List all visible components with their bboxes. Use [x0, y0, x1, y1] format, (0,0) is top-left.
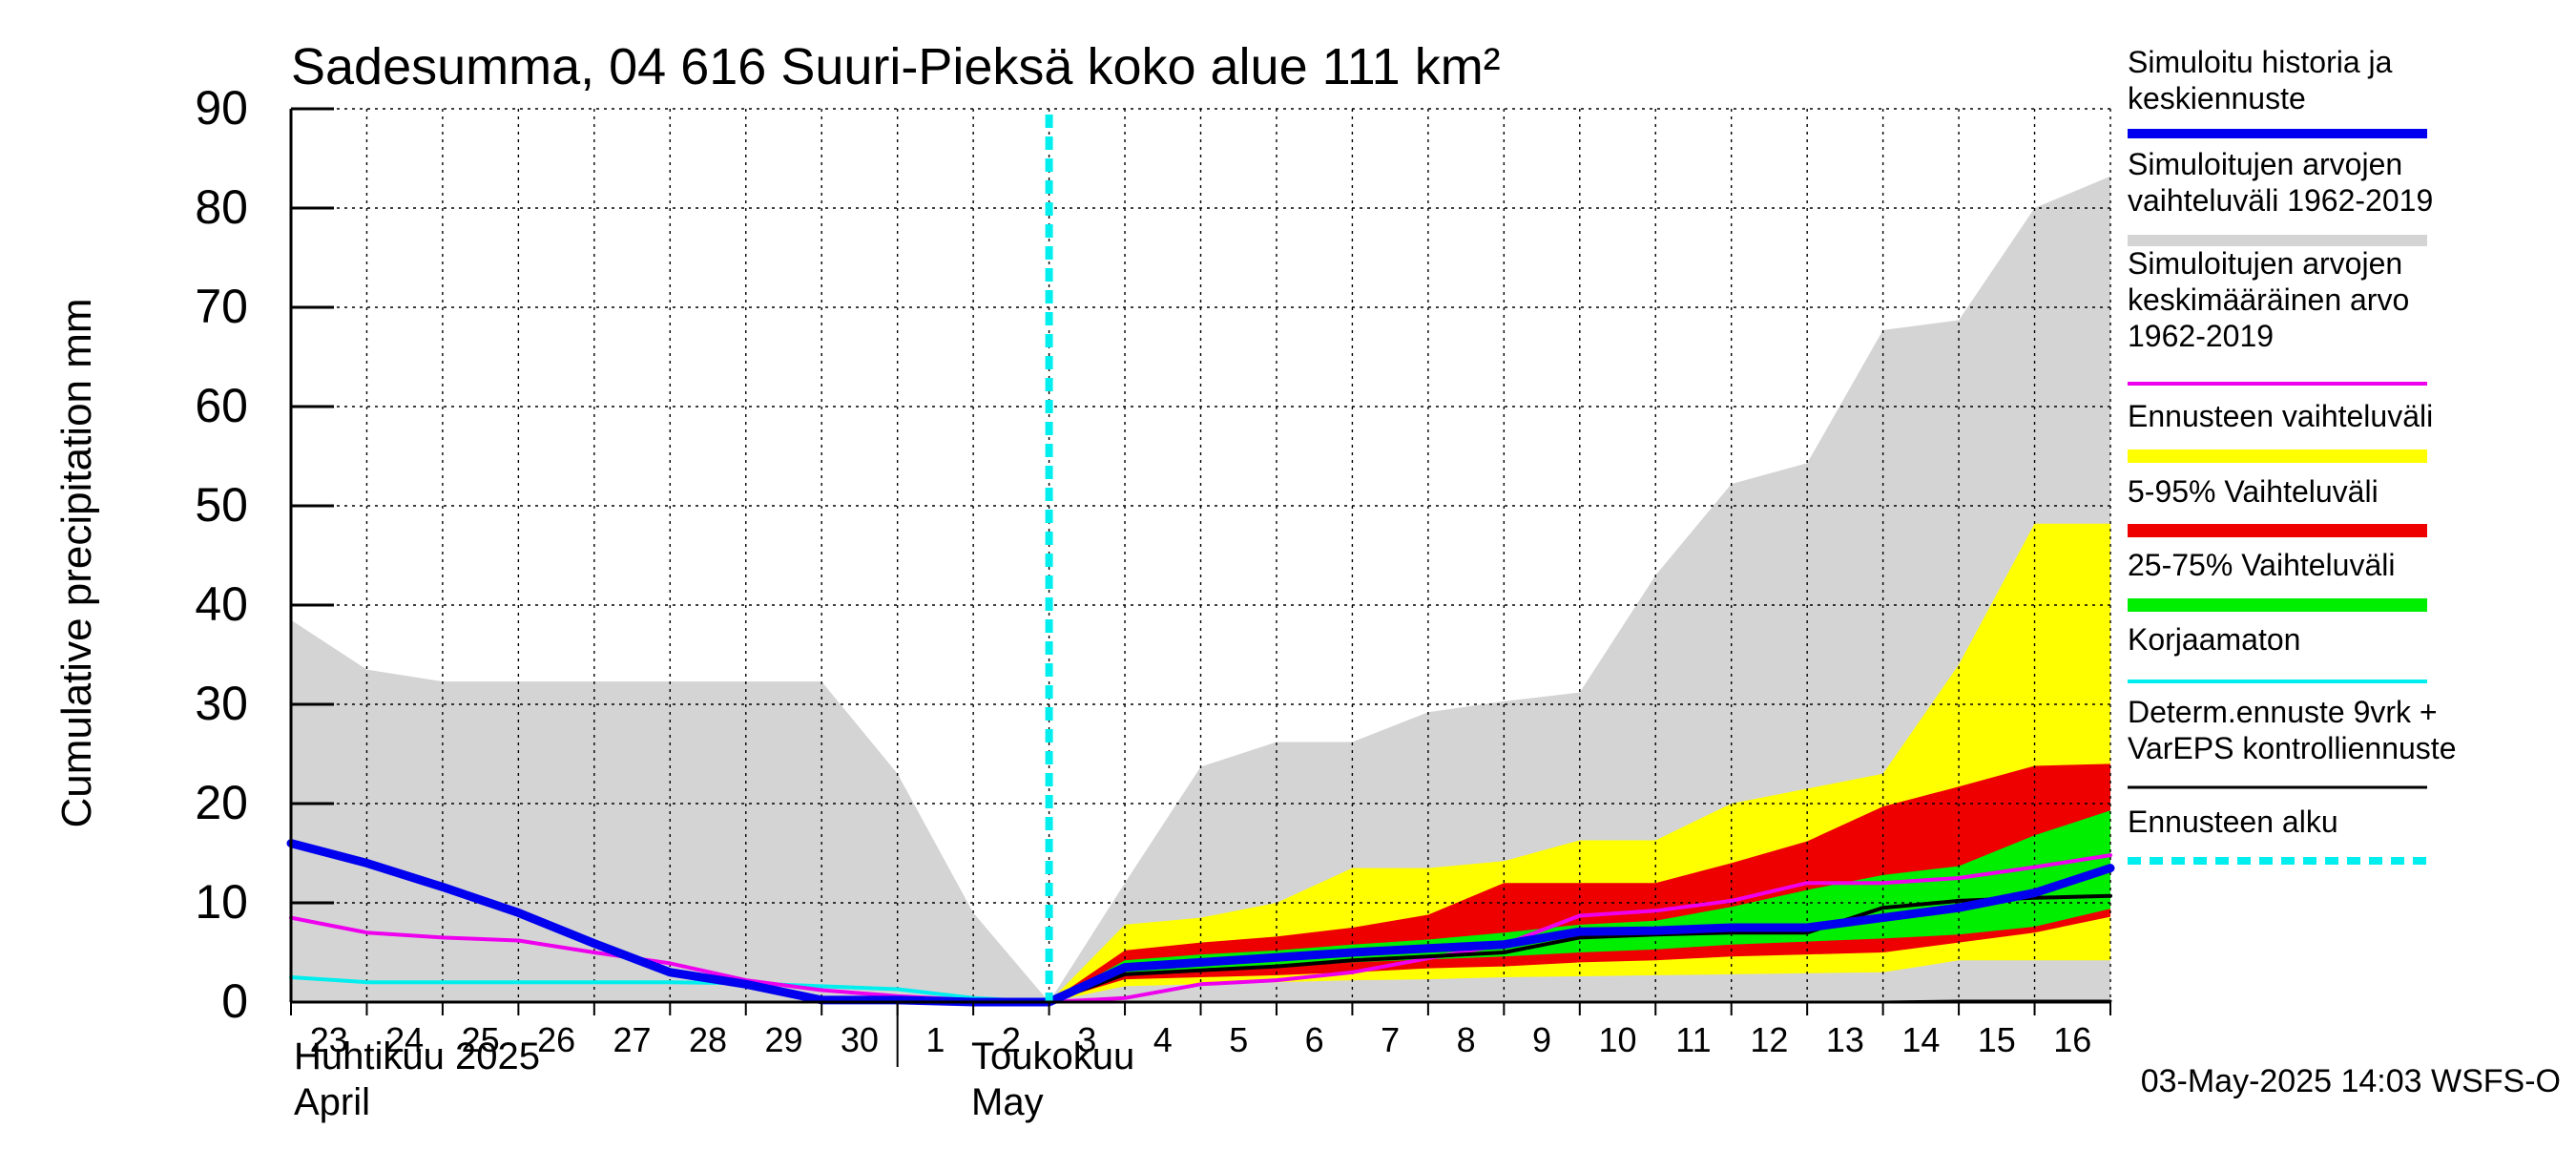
- x-tick-label: 16: [2053, 1020, 2091, 1059]
- legend-label: Determ.ennuste 9vrk +: [2128, 695, 2438, 729]
- legend-item-forecast-range: Ennusteen vaihteluväli: [2128, 399, 2433, 463]
- legend-item-forecast-start: Ennusteen alku: [2128, 805, 2427, 865]
- y-tick-label: 30: [195, 677, 248, 730]
- x-tick-label: 28: [689, 1020, 727, 1059]
- x-tick-label: 10: [1598, 1020, 1636, 1059]
- plot-grid: [291, 108, 2111, 1002]
- y-tick-label: 10: [195, 875, 248, 929]
- x-tick-label: 13: [1826, 1020, 1864, 1059]
- y-tick-label: 20: [195, 776, 248, 829]
- band-5-95: [1049, 763, 2110, 1002]
- line-history: [286, 839, 2115, 1007]
- x-tick-label: 5: [1229, 1020, 1248, 1059]
- legend-label: Korjaamaton: [2128, 622, 2300, 657]
- x-tick-label: 9: [1532, 1020, 1551, 1059]
- x-tick-label: 24: [385, 1020, 424, 1059]
- y-tick-label: 90: [195, 81, 248, 135]
- y-tick-label: 0: [221, 974, 248, 1028]
- x-tick-label: 15: [1978, 1020, 2016, 1059]
- legend-label: keskimääräinen arvo: [2128, 282, 2409, 317]
- line-uncorrected: [289, 975, 1051, 1004]
- x-tick-label: 1: [925, 1020, 945, 1059]
- y-tick-label: 70: [195, 280, 248, 333]
- legend-item-range-25-75: 25-75% Vaihteluväli: [2128, 548, 2427, 612]
- x-tick-label: 14: [1901, 1020, 1940, 1059]
- band-range-1962-2019: [291, 176, 2110, 1002]
- x-tick-label: 29: [764, 1020, 802, 1059]
- legend-item-uncorrected: Korjaamaton: [2128, 622, 2427, 683]
- x-tick-label: 4: [1153, 1020, 1173, 1059]
- month-label-april-fi: Huhtikuu 2025: [294, 1035, 540, 1077]
- x-tick-label: 11: [1675, 1020, 1711, 1059]
- x-tick-label: 6: [1305, 1020, 1324, 1059]
- legend-label: Ennusteen vaihteluväli: [2128, 399, 2433, 433]
- legend: Simuloitu historia jakeskiennusteSimuloi…: [2128, 45, 2456, 865]
- x-tick-label: 25: [462, 1020, 500, 1059]
- plot-axes: [289, 107, 2111, 1067]
- legend-label: keskiennuste: [2128, 81, 2306, 115]
- chart-title: Sadesumma, 04 616 Suuri-Pieksä koko alue…: [291, 38, 1501, 95]
- legend-label: VarEPS kontrolliennuste: [2128, 731, 2456, 765]
- y-axis-label: Cumulative precipitation mm: [53, 298, 100, 827]
- month-label-may-en: May: [971, 1081, 1044, 1123]
- y-tick-label: 50: [195, 478, 248, 532]
- x-tick-label: 3: [1077, 1020, 1096, 1059]
- legend-label: Simuloitujen arvojen: [2128, 246, 2402, 281]
- timestamp-label: 03-May-2025 14:03 WSFS-O: [2141, 1063, 2561, 1099]
- x-tick-label: 8: [1457, 1020, 1476, 1059]
- legend-label: 1962-2019: [2128, 319, 2274, 353]
- legend-label: 25-75% Vaihteluväli: [2128, 548, 2395, 582]
- x-tick-label: 30: [841, 1020, 879, 1059]
- legend-label: vaihteluväli 1962-2019: [2128, 183, 2433, 218]
- x-tick-label: 12: [1750, 1020, 1788, 1059]
- y-tick-label: 80: [195, 180, 248, 234]
- legend-item-range-5-95: 5-95% Vaihteluväli: [2128, 474, 2427, 537]
- line-deterministic: [1047, 893, 2112, 1004]
- x-tick-label: 26: [537, 1020, 575, 1059]
- legend-label: Simuloitujen arvojen: [2128, 147, 2402, 181]
- x-tick-label: 27: [613, 1020, 652, 1059]
- x-tick-label: 23: [310, 1020, 348, 1059]
- y-tick-label: 40: [195, 577, 248, 631]
- legend-label: Simuloitu historia ja: [2128, 45, 2393, 79]
- legend-label: Ennusteen alku: [2128, 805, 2338, 839]
- month-label-may-fi: Toukokuu: [971, 1035, 1134, 1077]
- line-mean-1962-2019: [289, 853, 2112, 1004]
- x-tick-label: 2: [1002, 1020, 1021, 1059]
- month-label-april-en: April: [294, 1081, 370, 1123]
- x-tick-label: 7: [1381, 1020, 1400, 1059]
- y-tick-label: 60: [195, 379, 248, 432]
- legend-item-deterministic: Determ.ennuste 9vrk +VarEPS kontrollienn…: [2128, 695, 2456, 789]
- legend-label: 5-95% Vaihteluväli: [2128, 474, 2379, 509]
